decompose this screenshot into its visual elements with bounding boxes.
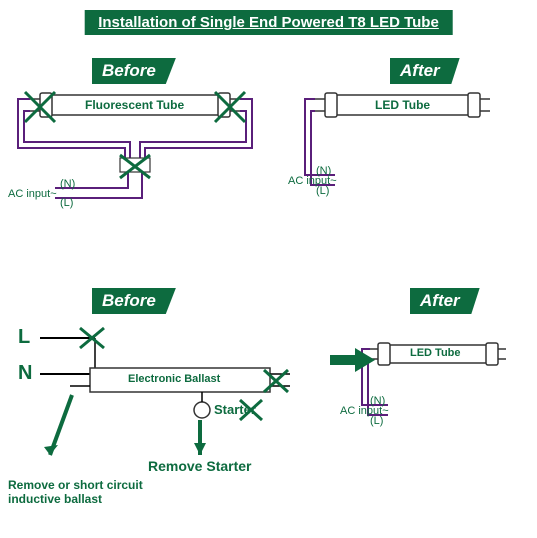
led-tube-label-1: LED Tube [375,98,430,112]
starter-label: Starter [214,402,256,417]
l-label-2: (L) [316,185,329,197]
fluorescent-tube-label: Fluorescent Tube [85,98,184,112]
ac-label-1: AC input~ [8,188,57,200]
ballast-label: Electronic Ballast [128,373,220,385]
remove-ballast-label: Remove or short circuit inductive ballas… [8,478,143,506]
led-tube-label-2: LED Tube [410,347,461,359]
remove-starter-label: Remove Starter [148,458,252,474]
L-letter: L [18,326,30,349]
l-label-1: (L) [60,197,73,209]
n-label-1: (N) [60,178,75,190]
l-label-3: (L) [370,415,383,427]
N-letter: N [18,362,32,385]
wiring-diagram [0,0,537,538]
